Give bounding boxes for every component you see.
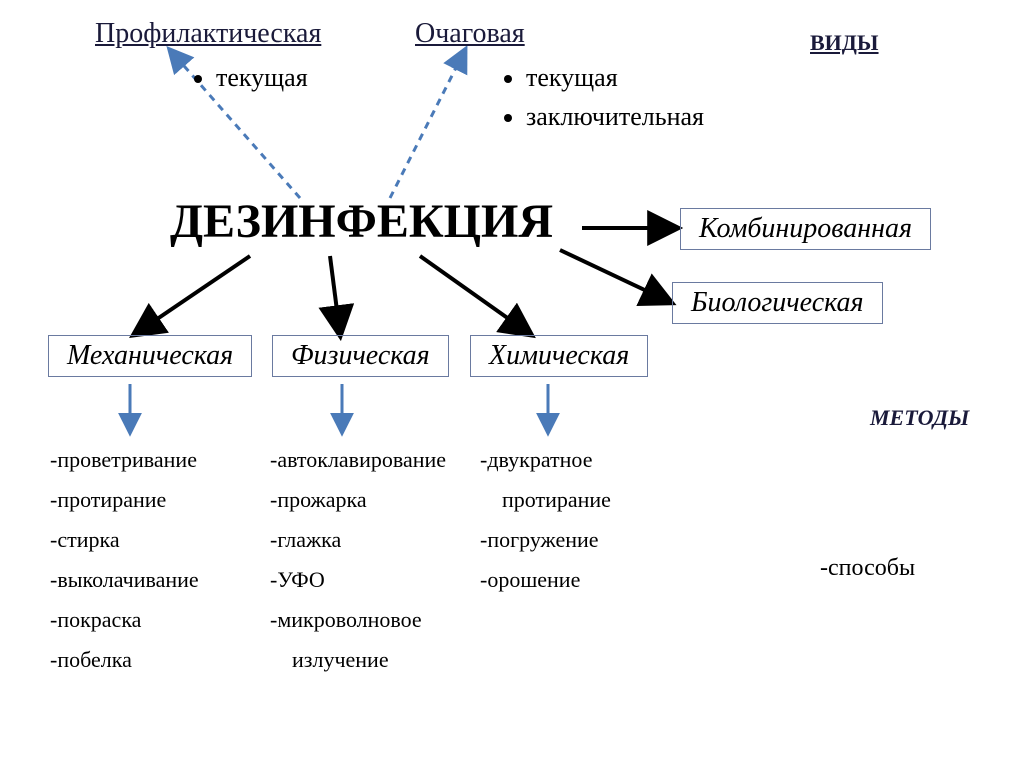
ways-item: -двукратное xyxy=(480,440,611,480)
method-box: Механическая xyxy=(48,335,252,377)
ways-item: протирание xyxy=(480,480,611,520)
ways-item: -проветривание xyxy=(50,440,199,480)
preventive-heading: Профилактическая xyxy=(95,18,321,50)
ways-item: -микроволновое xyxy=(270,600,446,640)
methods-section-label: МЕТОДЫ xyxy=(870,405,969,431)
ways-column: -проветривание-протирание-стирка-выколач… xyxy=(50,440,199,680)
ways-item: -выколачивание xyxy=(50,560,199,600)
bullet-item: текущая xyxy=(216,58,308,97)
ways-item: -прожарка xyxy=(270,480,446,520)
ways-item: -автоклавирование xyxy=(270,440,446,480)
arrow xyxy=(390,50,465,198)
focal-heading: Очаговая xyxy=(415,18,525,50)
ways-item: -протирание xyxy=(50,480,199,520)
arrow xyxy=(420,256,530,334)
method-box: Физическая xyxy=(272,335,449,377)
ways-item: -покраска xyxy=(50,600,199,640)
ways-item: -побелка xyxy=(50,640,199,680)
ways-column: -двукратное протирание-погружение-орошен… xyxy=(480,440,611,600)
arrow xyxy=(560,250,670,302)
ways-column: -автоклавирование-прожарка-глажка-УФО-ми… xyxy=(270,440,446,680)
center-title: ДЕЗИНФЕКЦИЯ xyxy=(170,194,553,249)
ways-item: -погружение xyxy=(480,520,611,560)
ways-item: -глажка xyxy=(270,520,446,560)
method-box: Биологическая xyxy=(672,282,883,324)
ways-item: -орошение xyxy=(480,560,611,600)
method-box: Комбинированная xyxy=(680,208,931,250)
preventive-bullets: текущая xyxy=(190,58,308,97)
method-box: Химическая xyxy=(470,335,648,377)
bullet-item: текущая xyxy=(526,58,704,97)
arrow xyxy=(135,256,250,334)
ways-item: излучение xyxy=(270,640,446,680)
ways-item: -УФО xyxy=(270,560,446,600)
ways-item: -стирка xyxy=(50,520,199,560)
ways-section-label: -способы xyxy=(820,555,915,582)
types-section-label: ВИДЫ xyxy=(810,30,879,56)
focal-bullets: текущаязаключительная xyxy=(500,58,704,136)
arrow xyxy=(330,256,340,334)
bullet-item: заключительная xyxy=(526,97,704,136)
